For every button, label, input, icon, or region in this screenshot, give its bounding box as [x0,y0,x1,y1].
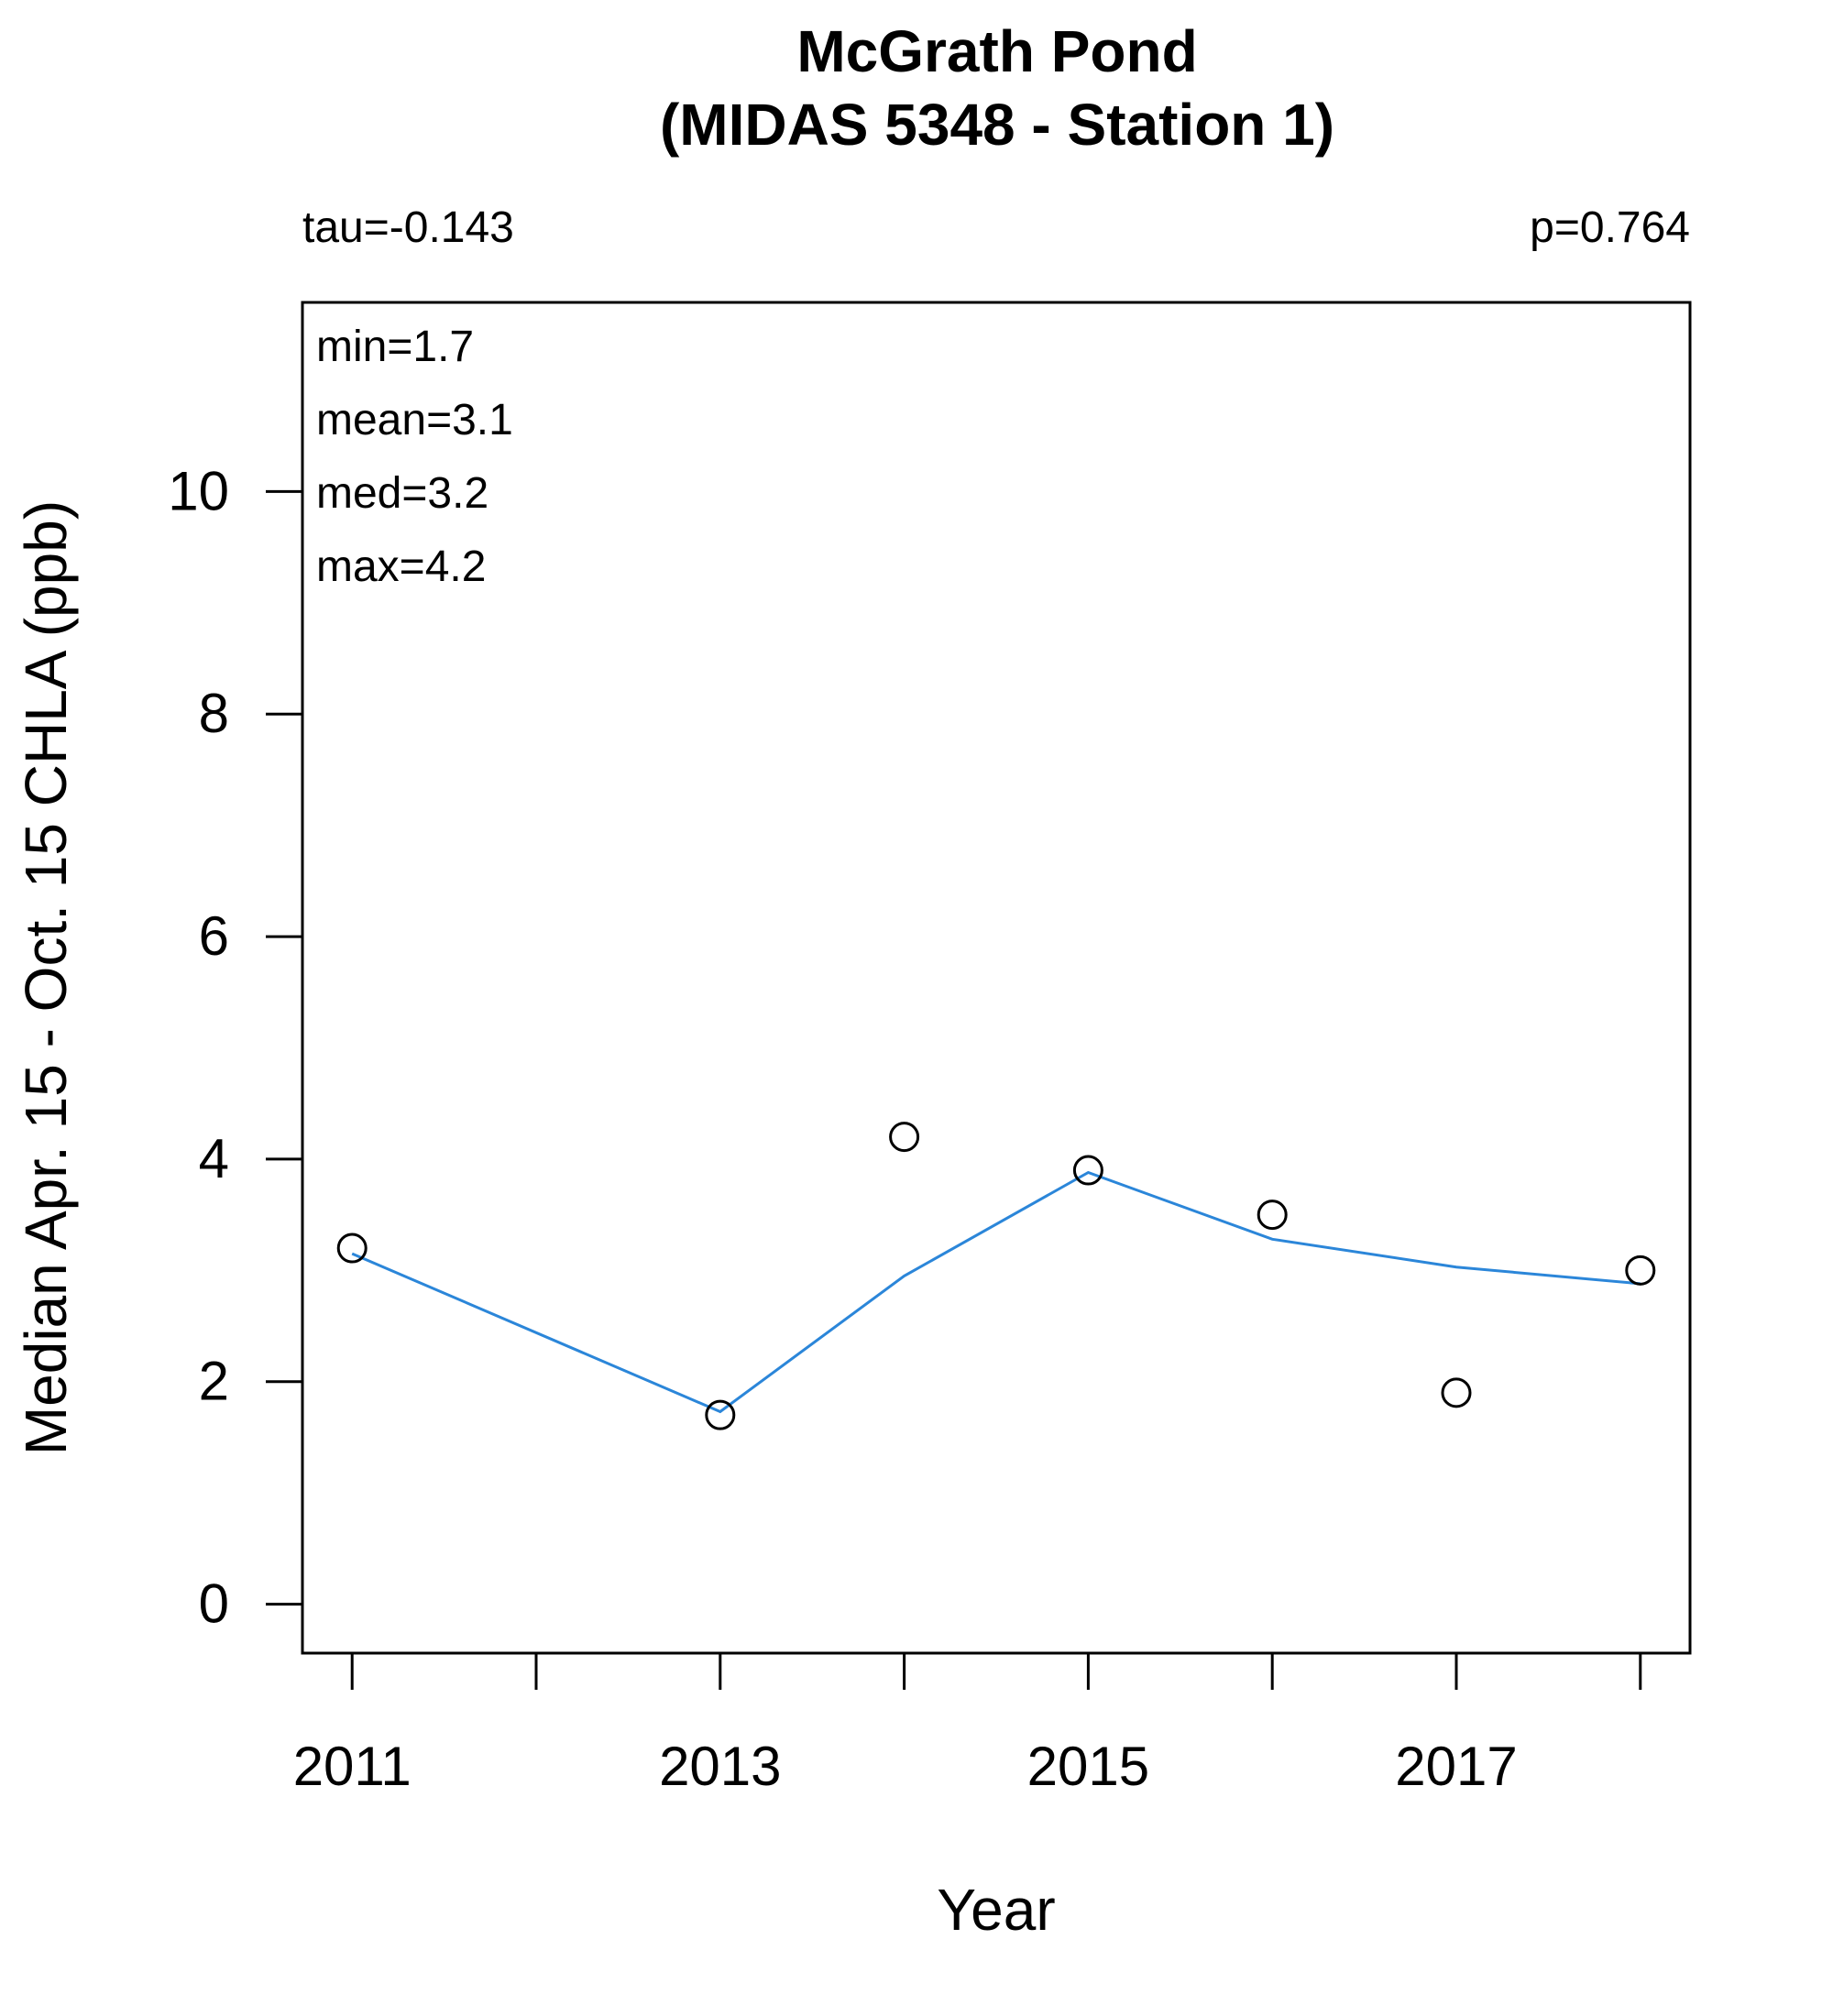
y-tick-label-2: 2 [199,1351,229,1412]
data-point-2016 [1257,1200,1288,1231]
data-point-2011 [336,1233,368,1264]
plot-frame [301,301,1692,1655]
chart-title: McGrath Pond [796,18,1197,84]
y-tick-label-6: 6 [199,905,229,967]
data-points [336,1122,1656,1430]
x-tick-label-2011: 2011 [293,1736,412,1797]
smooth-line-group [351,1170,1641,1414]
y-tick-label-0: 0 [199,1573,229,1635]
chart-subtitle: (MIDAS 5348 - Station 1) [660,92,1334,158]
data-point-2013 [705,1399,736,1430]
data-point-2014 [889,1122,920,1153]
y-axis: 0 2 4 6 8 10 [168,460,304,1635]
data-point-2015 [1072,1155,1103,1186]
y-tick-label-10: 10 [168,460,229,521]
x-axis-label: Year [937,1877,1055,1943]
y-tick-label-8: 8 [199,683,229,744]
x-tick-label-2017: 2017 [1395,1736,1517,1797]
stat-mean: mean=3.1 [316,396,513,444]
y-axis-label: Median Apr. 15 - Oct. 15 CHLA (ppb) [13,500,79,1455]
x-tick-label-2015: 2015 [1027,1736,1149,1797]
y-tick-label-4: 4 [199,1128,229,1189]
stat-max: max=4.2 [316,542,486,591]
stat-median: med=3.2 [316,469,488,518]
data-point-2018 [1625,1255,1656,1286]
x-tick-label-2013: 2013 [659,1736,781,1797]
data-point-2017 [1441,1377,1472,1408]
stat-min: min=1.7 [316,323,474,371]
x-axis: 2011 2013 2015 2017 [293,1651,1642,1797]
p-value: p=0.764 [1530,203,1690,252]
tau-statistic: tau=-0.143 [302,203,514,252]
smoothed-trend-line [351,1170,1641,1414]
